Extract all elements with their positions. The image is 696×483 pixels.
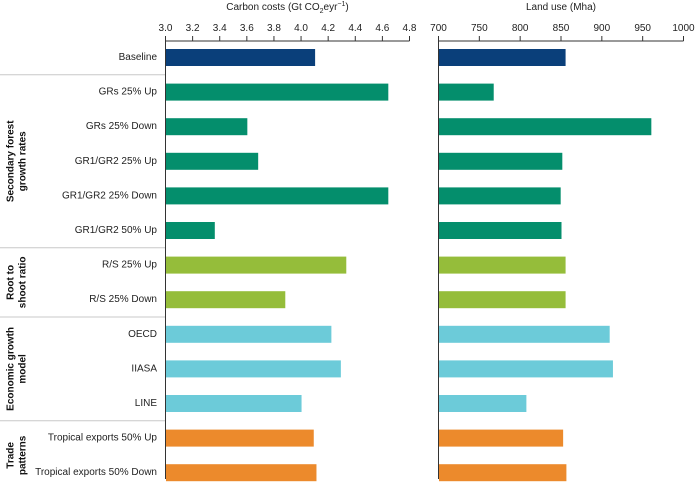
bar <box>439 152 563 170</box>
bar <box>166 464 317 482</box>
x-tick-label: 700 <box>430 23 447 34</box>
bar <box>166 83 389 101</box>
axis-title-part: −1 <box>337 1 345 8</box>
axis-title: Carbon costs (Gt CO2eyr−1) <box>226 1 349 15</box>
bar <box>166 360 341 378</box>
bar <box>439 395 527 412</box>
row-label: LINE <box>135 398 158 409</box>
group-label: Trade <box>6 442 17 469</box>
bar <box>166 291 286 309</box>
x-tick-label: 3.2 <box>186 23 200 34</box>
group-label: Economic growth <box>6 327 17 411</box>
x-tick-label: 4.6 <box>375 23 389 34</box>
bar <box>439 325 610 343</box>
row-label: Baseline <box>119 52 158 63</box>
bar <box>166 325 332 343</box>
row-label: Tropical exports 50% Up <box>48 433 158 444</box>
row-label: GR1/GR2 25% Up <box>75 156 158 167</box>
row-label: GRs 25% Down <box>86 121 157 132</box>
group-label: model <box>18 354 29 384</box>
bar <box>439 256 566 274</box>
bar <box>439 360 613 378</box>
x-tick-label: 3.0 <box>159 23 173 34</box>
row-label: Tropical exports 50% Down <box>35 467 157 478</box>
axis-title-part: Carbon costs (Gt CO <box>226 2 320 13</box>
x-tick-label: 950 <box>634 23 651 34</box>
x-tick-label: 3.8 <box>267 23 281 34</box>
bar <box>439 222 562 239</box>
bar <box>439 187 561 205</box>
bar <box>439 118 652 136</box>
row-label: GRs 25% Up <box>99 87 158 98</box>
row-label: GR1/GR2 25% Down <box>62 190 157 201</box>
bar <box>166 118 248 136</box>
bar <box>439 429 564 447</box>
x-tick-label: 800 <box>512 23 529 34</box>
axis-title-part: ) <box>345 2 348 13</box>
bar <box>439 291 566 309</box>
x-tick-label: 900 <box>593 23 610 34</box>
x-tick-label: 4.8 <box>403 23 417 34</box>
bar <box>166 49 316 66</box>
bar <box>439 49 566 66</box>
bar <box>439 464 567 482</box>
row-label: OECD <box>128 329 157 340</box>
x-tick-label: 4.2 <box>321 23 335 34</box>
bar <box>439 83 494 101</box>
row-label: R/S 25% Down <box>89 294 157 305</box>
group-label: patterns <box>18 435 29 475</box>
x-tick-label: 4.4 <box>348 23 362 34</box>
x-tick-label: 1000 <box>672 23 695 34</box>
group-label: Root to <box>6 265 17 300</box>
axis-title: Land use (Mha) <box>526 2 596 13</box>
bar <box>166 256 347 274</box>
x-tick-label: 3.4 <box>213 23 227 34</box>
group-label: growth rates <box>18 131 29 191</box>
bar <box>166 222 215 239</box>
group-label: Secondary forest <box>6 120 17 202</box>
bar <box>166 395 302 412</box>
x-tick-label: 750 <box>471 23 488 34</box>
axis-title-part: 2 <box>320 8 324 15</box>
x-tick-label: 4.0 <box>294 23 308 34</box>
x-tick-label: 850 <box>553 23 570 34</box>
bar <box>166 152 259 170</box>
row-label: IIASA <box>131 363 157 374</box>
row-label: R/S 25% Up <box>102 260 157 271</box>
bar <box>166 187 389 205</box>
row-label: GR1/GR2 50% Up <box>75 225 158 236</box>
group-label: shoot ratio <box>18 257 29 309</box>
bar <box>166 429 314 447</box>
axis-title-part: eyr <box>324 2 339 13</box>
x-tick-label: 3.6 <box>240 23 254 34</box>
